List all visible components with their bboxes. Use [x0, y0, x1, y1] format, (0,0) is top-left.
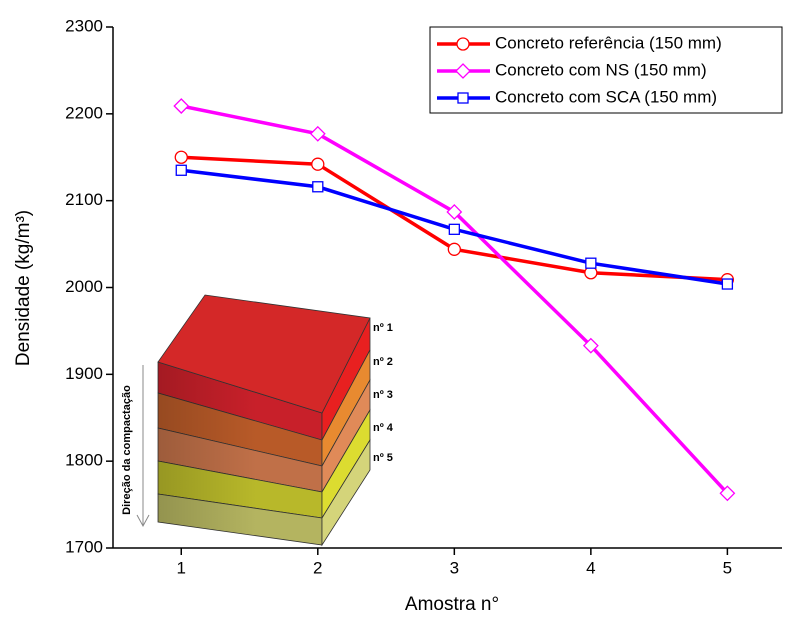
x-tick-label: 4 — [586, 558, 595, 577]
marker — [175, 164, 187, 176]
inset-cube — [136, 294, 371, 547]
x-tick-label: 3 — [450, 558, 459, 577]
legend-label: Concreto com NS (150 mm) — [495, 60, 707, 79]
marker — [582, 337, 599, 354]
y-tick-label: 2300 — [65, 16, 103, 35]
inset-axis-label: Direção da compactação — [121, 385, 133, 515]
marker — [455, 63, 471, 79]
marker — [719, 485, 736, 502]
marker — [447, 242, 461, 256]
marker — [457, 92, 469, 104]
marker — [312, 181, 324, 193]
marker — [173, 98, 190, 114]
marker — [446, 204, 463, 220]
marker — [448, 223, 460, 235]
x-tick-label: 2 — [313, 558, 322, 577]
legend-label: Concreto com SCA (150 mm) — [495, 87, 717, 106]
marker — [311, 157, 325, 171]
layer-label: nº 5 — [373, 452, 393, 464]
layer-label: nº 1 — [373, 322, 393, 334]
marker — [585, 257, 597, 269]
y-tick-label: 2200 — [65, 103, 103, 122]
marker — [174, 150, 188, 164]
x-tick-label: 5 — [723, 558, 732, 577]
marker — [456, 37, 470, 51]
layer-label: nº 3 — [373, 389, 393, 401]
y-tick-label: 1900 — [65, 364, 103, 383]
layer-label: nº 2 — [373, 356, 393, 368]
y-axis-title: Densidade (kg/m³) — [13, 210, 34, 366]
y-tick-label: 2000 — [65, 277, 103, 296]
legend-label: Concreto referência (150 mm) — [495, 33, 722, 52]
y-tick-label: 2100 — [65, 190, 103, 209]
y-tick-label: 1800 — [65, 451, 103, 470]
layer-label: nº 4 — [373, 422, 394, 434]
x-tick-label: 1 — [177, 558, 186, 577]
marker — [721, 278, 734, 290]
x-axis-title: Amostra n° — [405, 594, 499, 615]
marker — [309, 125, 326, 142]
y-tick-label: 1700 — [65, 537, 103, 556]
